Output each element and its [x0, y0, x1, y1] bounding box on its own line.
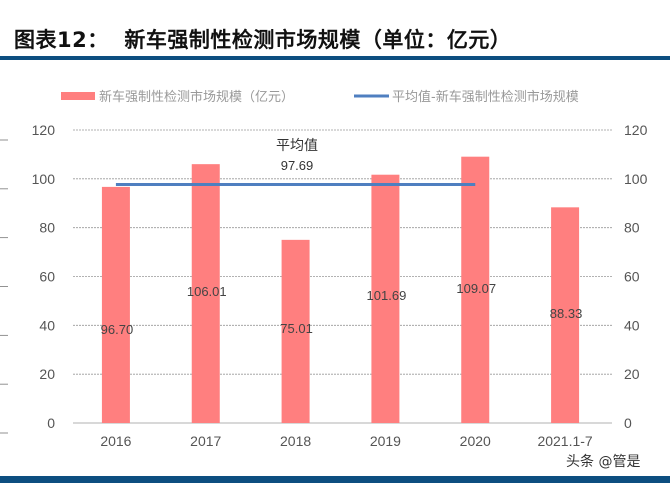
bar	[461, 156, 490, 423]
y-tick-label-right: 120	[624, 122, 648, 138]
x-tick-label: 2020	[460, 433, 491, 449]
bar	[281, 239, 310, 423]
x-tick-label: 2017	[190, 433, 221, 449]
figure-title: 图表12： 新车强制性检测市场规模（单位：亿元）	[14, 24, 511, 54]
y-tick-label-right: 40	[624, 317, 640, 333]
bar	[101, 186, 130, 423]
x-tick-label: 2018	[280, 433, 311, 449]
y-tick-label-left: 60	[39, 269, 55, 285]
watermark: 头条 @管是	[566, 454, 641, 470]
y-tick-label-right: 60	[624, 269, 640, 285]
bar	[191, 164, 220, 423]
x-tick-label: 2016	[100, 433, 131, 449]
footer-divider	[0, 476, 670, 483]
average-annotation-label: 平均值	[276, 138, 318, 154]
y-tick-label-right: 80	[624, 220, 640, 236]
y-tick-label-left: 0	[47, 415, 55, 431]
y-tick-label-left: 40	[39, 317, 55, 333]
bar	[371, 174, 400, 423]
figure-title-text: 新车强制性检测市场规模（单位：亿元）	[124, 28, 512, 52]
bar-data-label: 109.07	[456, 281, 496, 296]
legend-label-bar: 新车强制性检测市场规模（亿元）	[99, 89, 294, 105]
legend-swatch-bar	[61, 92, 95, 100]
y-tick-label-right: 20	[624, 366, 640, 382]
y-tick-label-right: 0	[624, 415, 632, 431]
legend-label-line: 平均值-新车强制性检测市场规模	[392, 89, 579, 105]
bar	[551, 207, 580, 423]
bar-data-label: 88.33	[550, 306, 583, 321]
bar-data-label: 101.69	[367, 288, 407, 303]
y-tick-label-left: 100	[32, 171, 56, 187]
x-tick-label: 2021.1-7	[537, 433, 592, 449]
y-tick-label-left: 120	[32, 122, 56, 138]
average-annotation-value: 97.69	[281, 158, 314, 173]
y-tick-label-left: 20	[39, 366, 55, 382]
y-tick-label-left: 80	[39, 220, 55, 236]
bar-data-label: 106.01	[187, 284, 227, 299]
x-tick-label: 2019	[370, 433, 401, 449]
figure-label: 图表12：	[14, 28, 109, 52]
bar-data-label: 96.70	[101, 322, 134, 337]
header-divider	[0, 56, 670, 60]
bar-data-label: 75.01	[280, 321, 313, 336]
y-tick-label-right: 100	[624, 171, 648, 187]
